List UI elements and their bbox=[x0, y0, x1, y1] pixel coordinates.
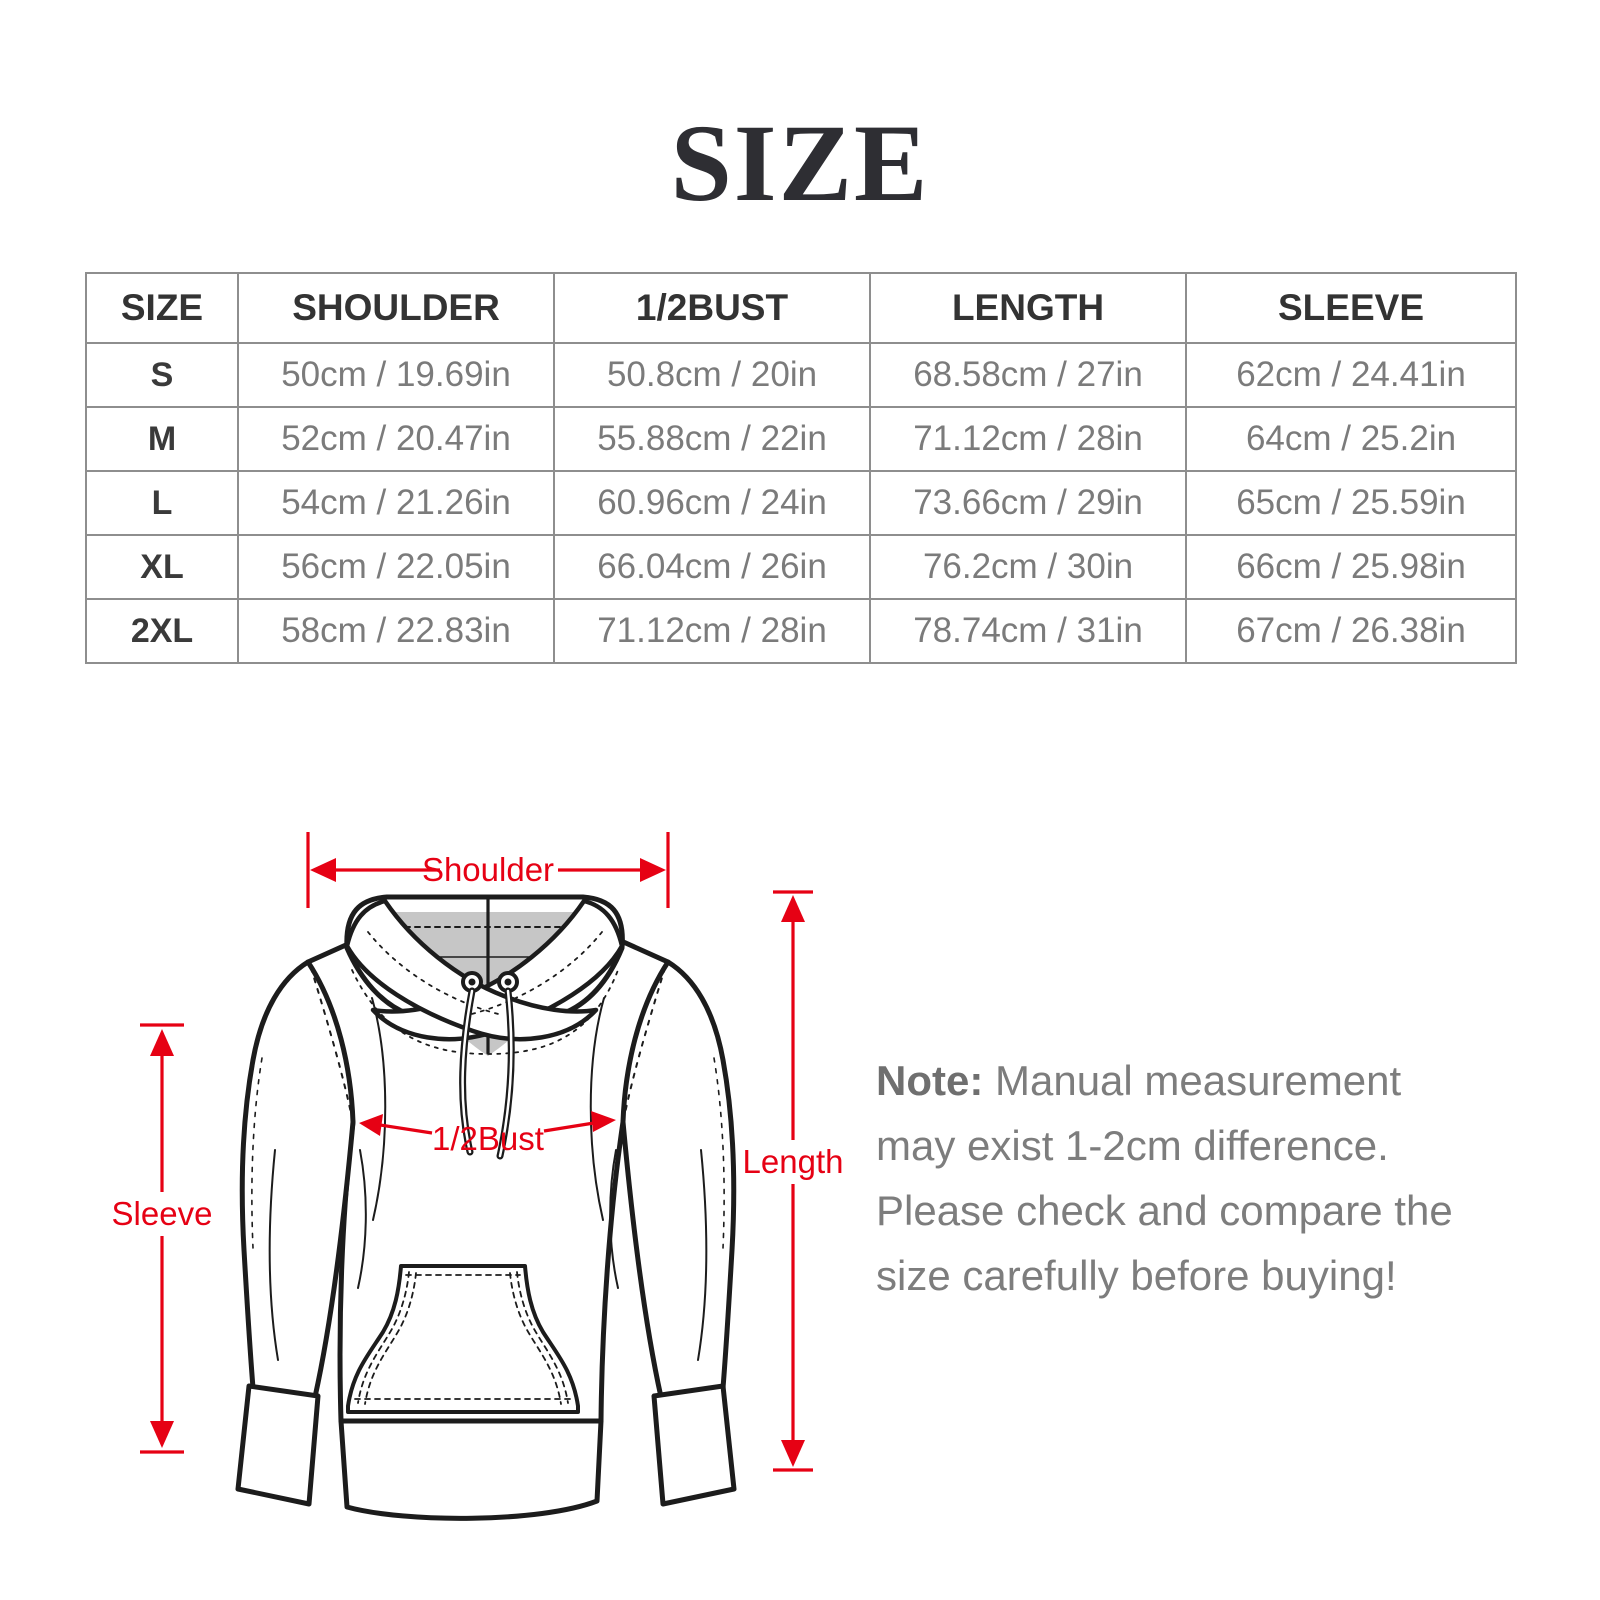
shoulder-value: 54cm / 21.26in bbox=[237, 470, 555, 536]
collar-stitching bbox=[351, 931, 619, 1055]
col-header-halfbust: 1/2BUST bbox=[553, 272, 871, 344]
size-label: S bbox=[85, 342, 239, 408]
dimension-arrows: Shoulder Sleeve 1/2Bust bbox=[112, 832, 844, 1472]
length-arrow bbox=[773, 890, 813, 1472]
kangaroo-pocket bbox=[346, 1264, 580, 1414]
length-value: 78.74cm / 31in bbox=[869, 598, 1187, 664]
length-value: 68.58cm / 27in bbox=[869, 342, 1187, 408]
halfbust-value: 50.8cm / 20in bbox=[553, 342, 871, 408]
shoulder-value: 50cm / 19.69in bbox=[237, 342, 555, 408]
sleeve-dimension-label: Sleeve bbox=[112, 1195, 213, 1232]
sleeve-arrow bbox=[140, 1023, 184, 1454]
size-label: L bbox=[85, 470, 239, 536]
shoulder-value: 56cm / 22.05in bbox=[237, 534, 555, 600]
col-header-sleeve: SLEEVE bbox=[1185, 272, 1517, 344]
halfbust-value: 55.88cm / 22in bbox=[553, 406, 871, 472]
table-row: L 54cm / 21.26in 60.96cm / 24in 73.66cm … bbox=[85, 470, 1517, 536]
arrowhead-left bbox=[359, 1114, 383, 1136]
shoulder-value: 52cm / 20.47in bbox=[237, 406, 555, 472]
col-header-length: LENGTH bbox=[869, 272, 1187, 344]
hoodie-right-sleeve bbox=[620, 959, 737, 1400]
half-bust-dimension-label: 1/2Bust bbox=[432, 1120, 544, 1157]
arrowhead-down bbox=[150, 1421, 174, 1448]
length-value: 73.66cm / 29in bbox=[869, 470, 1187, 536]
table-row: M 52cm / 20.47in 55.88cm / 22in 71.12cm … bbox=[85, 406, 1517, 472]
measurement-note: Note: Manual measurement may exist 1-2cm… bbox=[876, 1048, 1476, 1308]
armhole-seams bbox=[251, 967, 725, 1249]
arrowhead-up bbox=[781, 895, 805, 922]
sleeve-value: 66cm / 25.98in bbox=[1185, 534, 1517, 600]
pocket-stitching bbox=[354, 1271, 572, 1405]
arrowhead-down bbox=[781, 1440, 805, 1467]
hoodie-left-sleeve bbox=[239, 959, 356, 1400]
size-table: SIZE SHOULDER 1/2BUST LENGTH SLEEVE S 50… bbox=[85, 272, 1517, 664]
sleeve-label-bg bbox=[114, 1196, 210, 1234]
half-bust-arrow bbox=[379, 1121, 595, 1135]
col-header-size: SIZE bbox=[85, 272, 239, 344]
note-text: Manual measurement may exist 1-2cm diffe… bbox=[876, 1057, 1453, 1299]
arrowhead-right bbox=[640, 858, 666, 882]
sleeve-value: 67cm / 26.38in bbox=[1185, 598, 1517, 664]
shoulder-dimension-label: Shoulder bbox=[422, 851, 554, 888]
drawstrings bbox=[459, 971, 519, 1160]
hoodie-measurement-diagram: Shoulder Sleeve 1/2Bust bbox=[112, 832, 844, 1521]
fabric-creases bbox=[268, 997, 708, 1361]
length-value: 71.12cm / 28in bbox=[869, 406, 1187, 472]
collar-fold-left bbox=[344, 898, 599, 1042]
halfbust-value: 66.04cm / 26in bbox=[553, 534, 871, 600]
col-header-shoulder: SHOULDER bbox=[237, 272, 555, 344]
size-label: XL bbox=[85, 534, 239, 600]
table-header-row: SIZE SHOULDER 1/2BUST LENGTH SLEEVE bbox=[85, 272, 1517, 344]
length-label-bg bbox=[742, 1144, 844, 1182]
hoodie-drawing bbox=[235, 894, 737, 1521]
table-row: XL 56cm / 22.05in 66.04cm / 26in 76.2cm … bbox=[85, 534, 1517, 600]
arrowhead-right bbox=[591, 1111, 616, 1132]
right-cuff bbox=[651, 1383, 737, 1507]
halfbust-value: 60.96cm / 24in bbox=[553, 470, 871, 536]
halfbust-value: 71.12cm / 28in bbox=[553, 598, 871, 664]
length-value: 76.2cm / 30in bbox=[869, 534, 1187, 600]
note-label: Note: bbox=[876, 1057, 984, 1104]
sleeve-value: 65cm / 25.59in bbox=[1185, 470, 1517, 536]
shoulder-value: 58cm / 22.83in bbox=[237, 598, 555, 664]
table-row: S 50cm / 19.69in 50.8cm / 20in 68.58cm /… bbox=[85, 342, 1517, 408]
sleeve-value: 64cm / 25.2in bbox=[1185, 406, 1517, 472]
table-row: 2XL 58cm / 22.83in 71.12cm / 28in 78.74c… bbox=[85, 598, 1517, 664]
size-label: M bbox=[85, 406, 239, 472]
arrowhead-up bbox=[150, 1029, 174, 1056]
shoulder-arrow bbox=[306, 832, 670, 908]
length-dimension-label: Length bbox=[743, 1143, 844, 1180]
sleeve-value: 62cm / 24.41in bbox=[1185, 342, 1517, 408]
page-title: SIZE bbox=[670, 102, 930, 224]
left-cuff bbox=[235, 1383, 321, 1507]
size-label: 2XL bbox=[85, 598, 239, 664]
hood-lining bbox=[393, 912, 579, 1056]
hem-band bbox=[338, 1418, 604, 1521]
arrowhead-left bbox=[310, 858, 336, 882]
